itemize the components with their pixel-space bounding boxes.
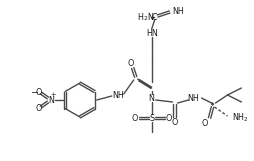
Text: C: C — [152, 13, 157, 22]
Text: +: + — [50, 92, 56, 98]
Text: −: − — [31, 87, 39, 96]
Text: O: O — [128, 58, 134, 67]
Text: N: N — [148, 13, 153, 22]
Text: S: S — [149, 114, 154, 123]
Text: NH: NH — [188, 94, 199, 103]
Text: H: H — [138, 13, 144, 22]
Text: O: O — [171, 118, 178, 127]
Text: N: N — [149, 94, 155, 103]
Text: 2: 2 — [144, 15, 148, 20]
Text: O: O — [36, 87, 42, 96]
Text: NH: NH — [173, 6, 184, 15]
Text: NH$_2$: NH$_2$ — [232, 112, 249, 124]
Text: O: O — [36, 104, 42, 113]
Text: O: O — [165, 114, 172, 123]
Text: O: O — [132, 114, 138, 123]
Text: NH: NH — [112, 90, 124, 99]
Text: HN: HN — [146, 28, 157, 38]
Text: O: O — [201, 118, 208, 128]
Text: N: N — [48, 95, 54, 104]
